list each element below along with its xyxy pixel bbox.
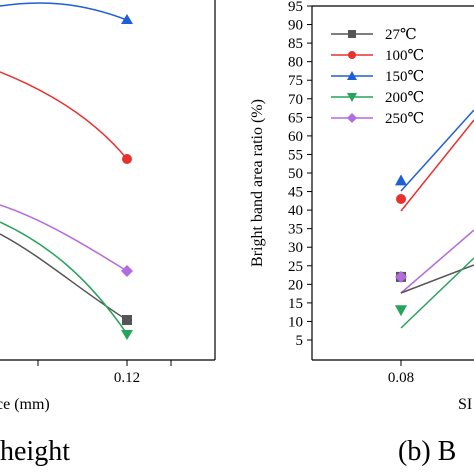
right-y-axis-label: Bright band area ratio (%) [249, 99, 266, 267]
right-x-axis-label: SI [458, 396, 472, 413]
right-y-tick-label: 70 [288, 92, 303, 108]
left-series-line-250 [0, 204, 128, 272]
right-panel: 5 10 15 20 25 30 35 40 45 50 55 60 65 70 75 80 85 90 95 0.… [249, 0, 474, 467]
right-y-tick-label: 30 [288, 240, 303, 256]
right-y-tick-label: 75 [288, 73, 303, 89]
right-y-tick-label: 10 [288, 314, 303, 330]
right-y-tick-label: 80 [288, 55, 303, 71]
right-y-tick-label: 85 [288, 36, 303, 52]
right-series-line-150 [400, 109, 474, 192]
right-y-tick-label: 60 [288, 129, 303, 145]
right-x-tick-label: 0.08 [388, 370, 414, 386]
left-marker-27 [122, 315, 132, 325]
legend-label: 150℃ [385, 69, 424, 85]
legend-marker [348, 30, 356, 38]
right-y-tick-label: 50 [288, 166, 303, 182]
right-y-tick-label: 95 [288, 0, 303, 15]
left-series-line-150 [0, 2, 128, 21]
right-y-tick-label: 65 [288, 110, 303, 126]
right-y-tick-label: 25 [288, 259, 303, 275]
right-markers [395, 174, 407, 317]
right-y-ticks: 5 10 15 20 25 30 35 40 45 50 55 60 65 70 75 80 85 90 95 [288, 0, 312, 349]
right-y-tick-label: 55 [288, 147, 303, 163]
right-y-tick-label: 35 [288, 222, 303, 238]
left-series-line-27 [0, 233, 128, 321]
legend-marker [347, 93, 357, 102]
left-caption: height [0, 436, 70, 467]
left-panel: 0.12 ce (mm) height [0, 0, 216, 467]
left-series-line-100 [0, 71, 128, 160]
legend-marker [348, 51, 356, 59]
legend-label: 27℃ [385, 27, 417, 43]
right-y-tick-label: 15 [288, 296, 303, 312]
right-marker [395, 305, 407, 317]
right-caption: (b) B [398, 436, 456, 467]
left-marker-100 [122, 154, 132, 164]
legend-label: 250℃ [385, 111, 424, 127]
right-series-line-100 [400, 119, 474, 212]
right-y-tick-label: 45 [288, 185, 303, 201]
right-y-tick-label: 5 [296, 333, 304, 349]
right-y-tick-label: 20 [288, 277, 303, 293]
right-series-line-250 [400, 229, 474, 294]
legend-marker [347, 71, 357, 80]
legend-label: 100℃ [385, 48, 424, 64]
left-marker-250 [121, 265, 133, 277]
left-marker-150 [121, 14, 133, 24]
right-y-tick-label: 90 [288, 18, 303, 34]
right-marker [396, 193, 406, 204]
right-marker [395, 174, 407, 186]
left-series-line-200 [0, 221, 128, 335]
left-marker-200 [121, 330, 133, 340]
left-x-tick-label: 0.12 [114, 370, 140, 386]
right-y-tick-label: 40 [288, 203, 303, 219]
left-x-axis-label: ce (mm) [0, 396, 50, 413]
legend-marker [347, 113, 357, 123]
legend-label: 200℃ [385, 90, 424, 106]
right-series-line-200 [400, 257, 474, 329]
legend: 27℃ 100℃ 150℃ 200℃ 250℃ [331, 27, 424, 127]
right-marker [395, 270, 407, 283]
